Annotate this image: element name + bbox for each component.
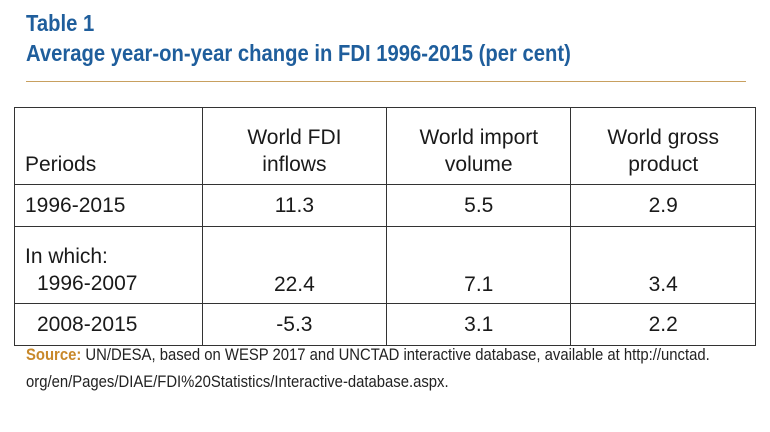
row-gdp-value: 2.2 bbox=[570, 303, 756, 346]
header-fdi-inflows: World FDI inflows bbox=[201, 107, 388, 185]
source-text: UN/DESA, based on WESP 2017 and UNCTAD i… bbox=[85, 346, 710, 364]
header-fdi-line2: inflows bbox=[262, 153, 327, 176]
row-fdi-value: -5.3 bbox=[201, 303, 388, 346]
row-fdi-value: 22.4 bbox=[201, 226, 388, 304]
header-periods-label: Periods bbox=[25, 153, 97, 176]
fdi-table: Periods World FDI inflows World import v… bbox=[14, 107, 756, 346]
row-import-value: 7.1 bbox=[386, 226, 572, 304]
header-gross-line1: World gross bbox=[607, 126, 720, 149]
table-row: In which: 1996-2007 22.4 7.1 3.4 bbox=[14, 226, 756, 304]
row-period: In which: 1996-2007 bbox=[14, 226, 203, 304]
row-fdi-value: 11.3 bbox=[201, 184, 388, 227]
row-gdp-value: 2.9 bbox=[570, 184, 756, 227]
header-periods: Periods bbox=[14, 107, 203, 185]
row-period: 2008-2015 bbox=[14, 303, 203, 346]
header-gross-product: World gross product bbox=[570, 107, 756, 185]
table-header-row: Periods World FDI inflows World import v… bbox=[14, 107, 756, 185]
table-row: 2008-2015 -5.3 3.1 2.2 bbox=[14, 303, 756, 346]
table-row: 1996-2015 11.3 5.5 2.9 bbox=[14, 184, 756, 227]
header-fdi-line1: World FDI bbox=[247, 126, 342, 149]
row-gdp-value: 3.4 bbox=[570, 226, 756, 304]
header-import-line1: World import bbox=[419, 126, 539, 149]
source-note: Source: UN/DESA, based on WESP 2017 and … bbox=[26, 342, 746, 396]
title-divider bbox=[26, 81, 746, 82]
header-import-volume: World import volume bbox=[386, 107, 572, 185]
row-import-value: 3.1 bbox=[386, 303, 572, 346]
header-gross-line2: product bbox=[628, 153, 699, 176]
row-import-value: 5.5 bbox=[386, 184, 572, 227]
row-sub-period: 2008-2015 bbox=[37, 312, 138, 336]
row-period-heading: In which: bbox=[25, 245, 108, 268]
table-title: Average year-on-year change in FDI 1996-… bbox=[26, 40, 571, 66]
source-text-line2: org/en/Pages/DIAE/FDI%20Statistics/Inter… bbox=[26, 373, 449, 391]
row-period: 1996-2015 bbox=[14, 184, 203, 227]
title-block: Table 1 Average year-on-year change in F… bbox=[26, 8, 746, 68]
row-sub-period: 1996-2007 bbox=[37, 272, 138, 295]
header-import-line2: volume bbox=[444, 153, 513, 176]
source-label: Source: bbox=[26, 346, 82, 364]
table-label: Table 1 bbox=[26, 10, 95, 36]
